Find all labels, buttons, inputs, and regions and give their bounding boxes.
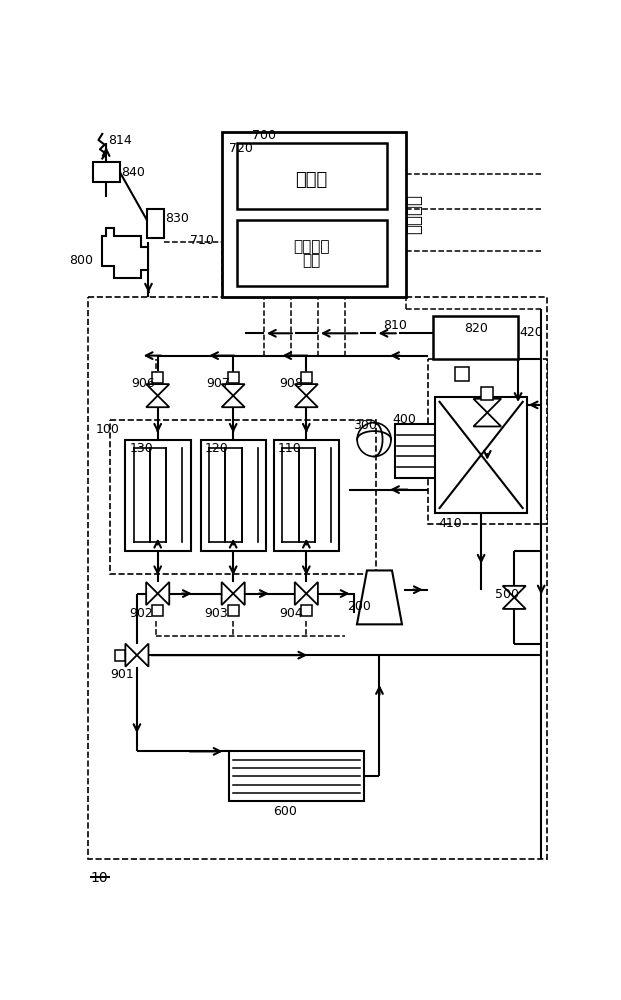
- Text: 模块: 模块: [302, 253, 321, 268]
- Text: 400: 400: [392, 413, 417, 426]
- Bar: [115, 650, 125, 661]
- Bar: [110, 420, 376, 574]
- Polygon shape: [306, 582, 318, 605]
- Text: 10: 10: [91, 871, 108, 885]
- Bar: [152, 372, 163, 383]
- Bar: [301, 372, 312, 383]
- Bar: [147, 209, 164, 238]
- Polygon shape: [125, 644, 137, 667]
- Polygon shape: [502, 586, 526, 597]
- Text: 901: 901: [110, 668, 134, 681]
- Text: 200: 200: [347, 600, 371, 613]
- Bar: [237, 143, 387, 209]
- Bar: [237, 220, 387, 286]
- Bar: [229, 751, 364, 801]
- Text: 710: 710: [190, 234, 214, 247]
- Text: 120: 120: [205, 442, 229, 455]
- Bar: [152, 605, 163, 616]
- Bar: [274, 440, 340, 551]
- Polygon shape: [146, 582, 158, 605]
- Bar: [301, 605, 312, 616]
- Text: 420: 420: [520, 326, 543, 339]
- Polygon shape: [146, 384, 170, 396]
- Bar: [428, 359, 547, 524]
- Polygon shape: [222, 396, 245, 407]
- Polygon shape: [222, 384, 245, 396]
- Text: 500: 500: [495, 588, 519, 601]
- Polygon shape: [137, 644, 148, 667]
- Polygon shape: [295, 396, 318, 407]
- Bar: [481, 387, 494, 400]
- Text: 830: 830: [165, 212, 189, 225]
- Bar: [435, 397, 527, 513]
- Text: 控制模块: 控制模块: [405, 194, 423, 234]
- Text: 410: 410: [438, 517, 462, 530]
- Polygon shape: [502, 597, 526, 609]
- Polygon shape: [158, 582, 170, 605]
- Bar: [228, 605, 238, 616]
- Text: 907: 907: [206, 377, 230, 390]
- Text: 700: 700: [252, 129, 276, 142]
- Text: 820: 820: [464, 322, 487, 335]
- Text: 810: 810: [383, 319, 407, 332]
- Polygon shape: [102, 228, 148, 278]
- Bar: [433, 316, 518, 359]
- Text: 100: 100: [96, 423, 120, 436]
- Text: 908: 908: [279, 377, 303, 390]
- Text: 600: 600: [273, 805, 297, 818]
- Text: 控制器: 控制器: [296, 171, 328, 189]
- Bar: [222, 132, 406, 297]
- Polygon shape: [222, 582, 233, 605]
- Polygon shape: [233, 582, 245, 605]
- Polygon shape: [146, 396, 170, 407]
- Text: 110: 110: [278, 442, 302, 455]
- Text: 906: 906: [131, 377, 155, 390]
- Text: 902: 902: [129, 607, 153, 620]
- Polygon shape: [295, 582, 306, 605]
- Text: 903: 903: [205, 607, 229, 620]
- Polygon shape: [295, 384, 318, 396]
- Polygon shape: [357, 570, 402, 624]
- Polygon shape: [473, 413, 501, 426]
- Bar: [228, 372, 238, 383]
- Bar: [201, 440, 266, 551]
- Text: 300: 300: [353, 419, 377, 432]
- Text: 800: 800: [69, 254, 93, 267]
- Text: 840: 840: [122, 166, 145, 179]
- Bar: [93, 162, 120, 182]
- Bar: [395, 424, 437, 478]
- Text: 814: 814: [109, 134, 132, 147]
- Text: 流率控制: 流率控制: [294, 240, 330, 255]
- Bar: [455, 367, 469, 381]
- Text: 904: 904: [279, 607, 303, 620]
- Text: 130: 130: [129, 442, 153, 455]
- Bar: [88, 297, 546, 859]
- Text: 720: 720: [229, 142, 253, 155]
- Polygon shape: [473, 399, 501, 413]
- Bar: [125, 440, 191, 551]
